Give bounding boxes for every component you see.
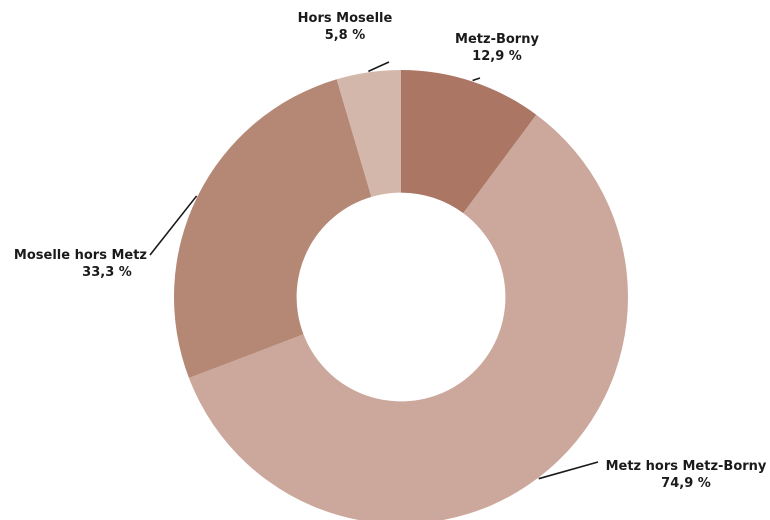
slice-value-label: 12,9 % <box>472 49 522 64</box>
slice-value-label: 33,3 % <box>82 265 132 280</box>
slice-hors-moselle <box>336 70 401 197</box>
leader-line <box>538 461 599 480</box>
slice-label: Metz hors Metz-Borny <box>606 459 767 474</box>
leader-line <box>368 61 390 73</box>
labels-group: Metz-Borny 12,9 % Metz hors Metz-Borny 74,9… <box>14 11 767 491</box>
slice-label: Moselle hors Metz <box>14 248 147 263</box>
slice-metz-borny <box>401 70 537 214</box>
slice-value-label: 5,8 % <box>325 28 366 43</box>
slice-label: Hors Moselle <box>298 11 393 26</box>
slice-label: Metz-Borny <box>455 32 539 47</box>
slice-value-label: 74,9 % <box>661 476 711 491</box>
slice-moselle-hors-metz <box>174 79 372 379</box>
slices-group <box>174 70 628 520</box>
leader-line <box>472 77 481 82</box>
leader-line <box>149 195 198 256</box>
slice-metz-hors-metz-borny <box>188 114 628 520</box>
